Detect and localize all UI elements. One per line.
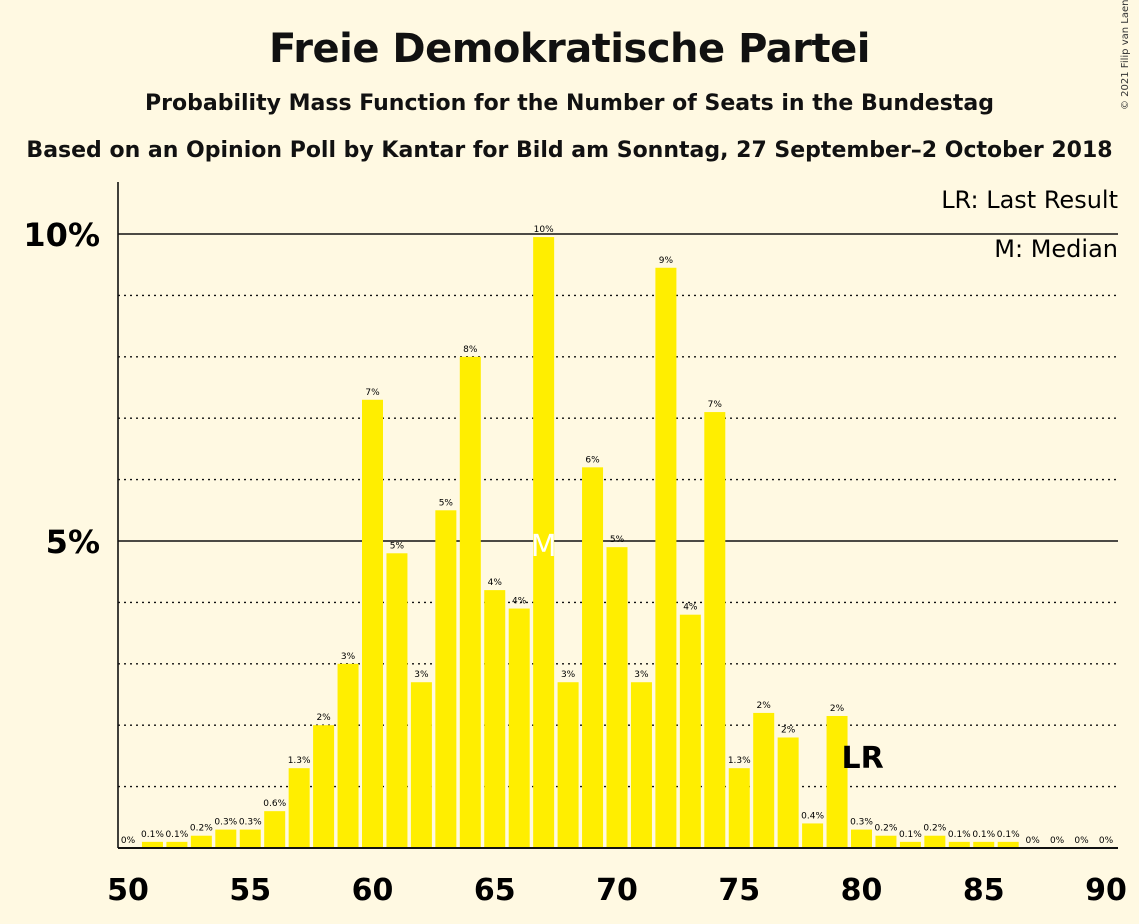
x-tick-label: 75 [718,873,760,908]
bar-label: 1.3% [288,756,311,766]
bar [997,841,1019,848]
bar [851,829,872,848]
bar-label: 3% [561,670,576,680]
x-tick-label: 50 [107,873,149,908]
x-tick-label: 65 [474,873,516,908]
x-tick-label: 90 [1085,873,1127,908]
bar-label: 0% [1050,836,1065,846]
bar [190,835,212,848]
bar [264,811,286,848]
axes: 5% 10% 50 55 60 65 70 75 80 85 90 [23,182,1127,908]
bar [655,267,677,848]
bar-label: 2% [781,725,796,735]
bar-label: 0.3% [850,818,873,828]
bar [679,614,701,848]
bar-label: 0% [1074,836,1089,846]
legend-last-result: LR: Last Result [941,186,1118,214]
bar-label: 0% [121,836,136,846]
bar-label: 4% [683,603,698,613]
bar-label: 5% [439,498,454,508]
chart-source: Based on an Opinion Poll by Kantar for B… [26,138,1113,163]
bar-label: 6% [585,455,600,465]
bar-label: 0.4% [801,811,824,821]
bar [337,663,359,848]
bar [899,841,921,848]
bar-label: 2% [316,713,331,723]
bar-label: 0% [1026,836,1041,846]
bar [386,553,408,848]
bar-label: 9% [659,256,674,266]
bar [924,835,946,848]
bar-label: 0.3% [214,818,237,828]
bar [435,510,457,848]
bar-label: 0.1% [972,830,995,840]
x-tick-label: 55 [229,873,271,908]
y-tick-label: 5% [46,523,100,561]
bar [166,841,188,848]
bar [606,547,628,848]
chart-title: Freie Demokratische Partei [268,26,871,72]
bar [362,399,383,848]
bar-label: 7% [365,388,380,398]
bar [948,841,970,848]
bar-label: 3% [634,670,649,680]
bar [410,682,432,848]
bar-label: 10% [534,225,554,235]
bar [215,829,237,848]
bar-label: 0.3% [239,818,262,828]
bar [630,682,652,848]
bar-label: 0.1% [997,830,1020,840]
bar [704,412,726,848]
bar [875,835,897,848]
bar-label: 0.1% [141,830,164,840]
bar-label: 0.2% [875,824,898,834]
x-tick-label: 70 [596,873,638,908]
bar-label: 0% [1099,836,1114,846]
x-tick-label: 80 [841,873,883,908]
bar [802,823,824,848]
bar-label: 2% [757,701,772,711]
bar-label: 0.1% [948,830,971,840]
median-marker: M [531,529,557,564]
bar [533,237,555,848]
chart-subtitle: Probability Mass Function for the Number… [145,91,994,116]
y-tick-label: 10% [23,216,100,254]
bar-label: 5% [610,535,625,545]
bar [141,841,163,848]
bar-label: 2% [830,704,845,714]
bar [313,725,335,848]
bar-label: 0.6% [263,799,286,809]
bar-label: 7% [708,400,723,410]
last-result-marker: LR [842,741,884,776]
bar [728,768,750,848]
bar-label: 0.2% [923,824,946,834]
bar-label: 0.2% [190,824,213,834]
bar-label: 1.3% [728,756,751,766]
bar [777,737,799,848]
bar [753,712,775,848]
bar-label: 3% [341,652,356,662]
x-tick-label: 60 [352,873,394,908]
bar-label: 3% [414,670,429,680]
bar [484,590,506,848]
legend-median: M: Median [994,235,1118,263]
bar-labels: 0%0.1% 0.1%0.2%0.3% 0.3%0.6%1.3%2%3%7%5%3%… [121,225,1114,846]
bar-label: 8% [463,345,478,355]
bar [288,768,310,848]
bar-label: 5% [390,541,405,551]
bars [141,237,1019,848]
bar-label: 4% [488,578,503,588]
bar-label: 0.1% [165,830,188,840]
bar [459,356,481,848]
bar-label: 4% [512,597,527,607]
bar [973,841,995,848]
bar [239,829,261,848]
bar [508,608,530,848]
bar-label: 0.1% [899,830,922,840]
bar [826,715,848,848]
x-tick-label: 85 [963,873,1005,908]
bar [557,682,579,848]
bar [582,467,604,848]
